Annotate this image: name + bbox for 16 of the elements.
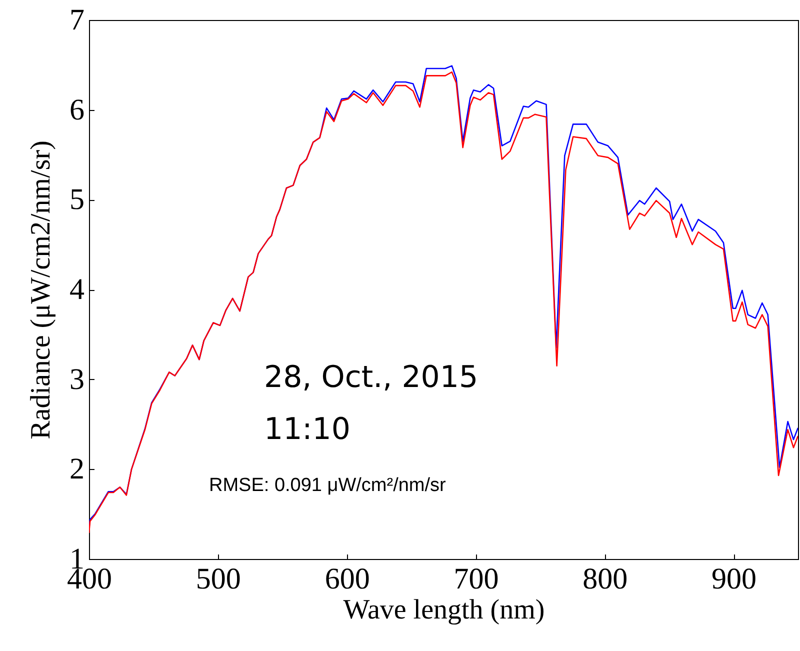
- x-axis-title: Wave length (nm): [343, 594, 545, 626]
- y-tick-label: 5: [70, 183, 84, 216]
- x-tick-label: 800: [582, 562, 628, 596]
- x-tick-label: 900: [712, 562, 757, 596]
- y-axis-title: Radiance (μW/cm2/nm/sr): [26, 140, 56, 440]
- x-tick-label: 600: [324, 562, 370, 596]
- x-tick-label: 500: [196, 562, 241, 596]
- x-tick-label: 700: [454, 562, 499, 596]
- y-tick-label: 7: [70, 4, 84, 36]
- y-tick-label: 6: [70, 93, 84, 126]
- annotation: 28, Oct., 2015: [264, 360, 478, 395]
- y-tick-label: 2: [70, 452, 84, 486]
- y-tick-label: 4: [70, 273, 84, 306]
- annotation: 11:10: [264, 412, 350, 447]
- y-tick-label: 3: [70, 362, 84, 396]
- annotation: RMSE: 0.091 μW/cm²/nm/sr: [209, 475, 447, 496]
